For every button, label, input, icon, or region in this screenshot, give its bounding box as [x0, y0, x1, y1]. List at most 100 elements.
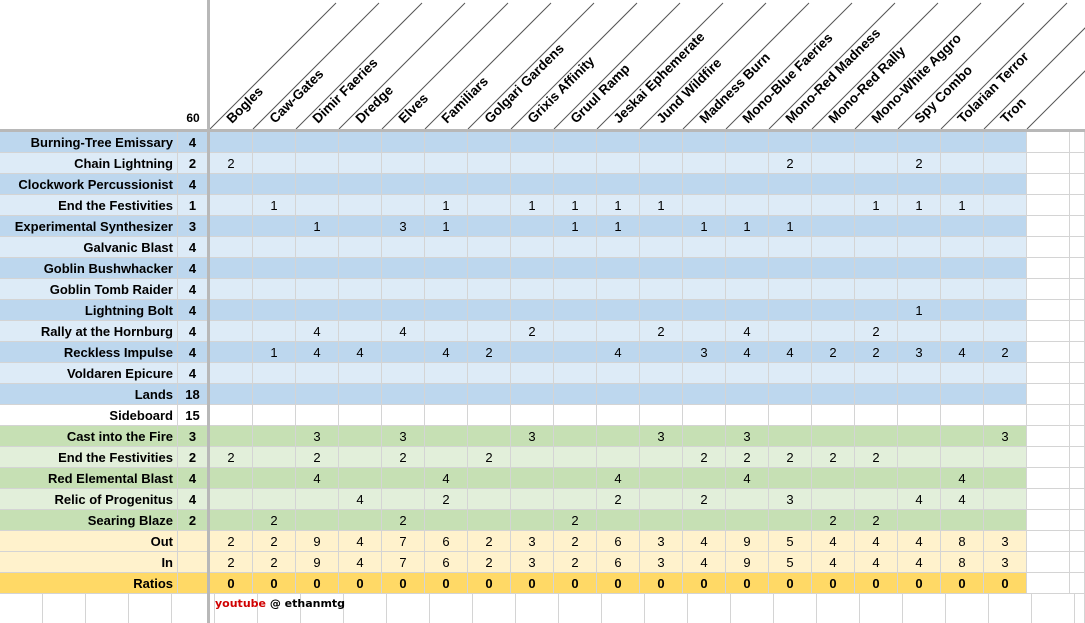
grid-cell[interactable] — [468, 510, 511, 531]
grid-cell[interactable] — [812, 489, 855, 510]
grid-cell[interactable] — [640, 300, 683, 321]
empty-cell[interactable] — [1027, 237, 1070, 258]
grid-cell[interactable] — [597, 363, 640, 384]
grid-cell[interactable] — [726, 363, 769, 384]
grid-cell[interactable]: 4 — [941, 489, 984, 510]
empty-cell[interactable] — [860, 594, 903, 623]
grid-cell[interactable] — [210, 405, 253, 426]
grid-cell[interactable] — [339, 447, 382, 468]
grid-cell[interactable] — [984, 510, 1027, 531]
grid-cell[interactable]: 1 — [554, 195, 597, 216]
grid-cell[interactable]: 2 — [253, 531, 296, 552]
empty-cell[interactable] — [1075, 594, 1085, 623]
grid-cell[interactable] — [855, 132, 898, 153]
grid-cell[interactable]: 1 — [898, 300, 941, 321]
grid-cell[interactable]: 2 — [855, 321, 898, 342]
empty-cell[interactable] — [817, 594, 860, 623]
empty-cell[interactable] — [1070, 216, 1085, 237]
grid-cell[interactable]: 0 — [984, 573, 1027, 594]
grid-cell[interactable] — [855, 174, 898, 195]
grid-cell[interactable] — [468, 216, 511, 237]
grid-cell[interactable] — [468, 426, 511, 447]
grid-cell[interactable] — [339, 195, 382, 216]
grid-cell[interactable] — [554, 174, 597, 195]
grid-cell[interactable] — [554, 426, 597, 447]
grid-cell[interactable] — [339, 258, 382, 279]
grid-cell[interactable] — [425, 321, 468, 342]
grid-cell[interactable] — [898, 405, 941, 426]
row-count[interactable]: 4 — [178, 489, 208, 510]
grid-cell[interactable]: 0 — [468, 573, 511, 594]
grid-cell[interactable] — [941, 384, 984, 405]
grid-cell[interactable]: 3 — [640, 426, 683, 447]
deck-header-elves[interactable]: Elves — [396, 91, 432, 127]
grid-cell[interactable] — [468, 300, 511, 321]
grid-cell[interactable] — [984, 489, 1027, 510]
grid-cell[interactable] — [984, 384, 1027, 405]
grid-cell[interactable] — [339, 510, 382, 531]
grid-cell[interactable] — [511, 132, 554, 153]
grid-cell[interactable] — [984, 237, 1027, 258]
grid-cell[interactable]: 0 — [382, 573, 425, 594]
grid-cell[interactable]: 6 — [425, 531, 468, 552]
grid-cell[interactable] — [597, 153, 640, 174]
grid-cell[interactable] — [468, 279, 511, 300]
empty-cell[interactable] — [301, 594, 344, 623]
grid-cell[interactable]: 2 — [210, 531, 253, 552]
grid-cell[interactable] — [683, 384, 726, 405]
grid-cell[interactable]: 2 — [382, 447, 425, 468]
grid-cell[interactable] — [210, 468, 253, 489]
grid-cell[interactable]: 2 — [855, 510, 898, 531]
empty-cell[interactable] — [1027, 132, 1070, 153]
grid-cell[interactable] — [769, 363, 812, 384]
grid-cell[interactable]: 2 — [296, 447, 339, 468]
grid-cell[interactable]: 3 — [511, 531, 554, 552]
grid-cell[interactable] — [597, 426, 640, 447]
empty-cell[interactable] — [1070, 573, 1085, 594]
grid-cell[interactable] — [812, 384, 855, 405]
grid-cell[interactable]: 3 — [640, 531, 683, 552]
grid-cell[interactable] — [339, 405, 382, 426]
grid-cell[interactable] — [812, 237, 855, 258]
grid-cell[interactable] — [941, 153, 984, 174]
grid-cell[interactable] — [511, 153, 554, 174]
row-count[interactable]: 4 — [178, 258, 208, 279]
grid-cell[interactable] — [812, 195, 855, 216]
grid-cell[interactable]: 4 — [941, 342, 984, 363]
grid-cell[interactable]: 2 — [210, 552, 253, 573]
row-label[interactable]: Galvanic Blast — [0, 237, 178, 258]
grid-cell[interactable] — [855, 363, 898, 384]
grid-cell[interactable] — [941, 237, 984, 258]
grid-cell[interactable] — [597, 174, 640, 195]
grid-cell[interactable] — [769, 237, 812, 258]
grid-cell[interactable]: 0 — [253, 573, 296, 594]
row-label[interactable]: Voldaren Epicure — [0, 363, 178, 384]
grid-cell[interactable]: 3 — [511, 426, 554, 447]
grid-cell[interactable] — [683, 321, 726, 342]
empty-cell[interactable] — [1027, 552, 1070, 573]
grid-cell[interactable] — [511, 174, 554, 195]
grid-cell[interactable]: 9 — [726, 531, 769, 552]
grid-cell[interactable] — [382, 384, 425, 405]
row-count[interactable]: 1 — [178, 195, 208, 216]
grid-cell[interactable] — [511, 447, 554, 468]
grid-cell[interactable] — [726, 510, 769, 531]
grid-cell[interactable]: 0 — [425, 573, 468, 594]
grid-cell[interactable] — [210, 321, 253, 342]
grid-cell[interactable] — [683, 363, 726, 384]
row-label[interactable]: Rally at the Hornburg — [0, 321, 178, 342]
grid-cell[interactable]: 2 — [210, 153, 253, 174]
grid-cell[interactable] — [339, 468, 382, 489]
grid-cell[interactable] — [468, 258, 511, 279]
grid-cell[interactable] — [683, 300, 726, 321]
empty-cell[interactable] — [645, 594, 688, 623]
empty-cell[interactable] — [1027, 384, 1070, 405]
row-count[interactable]: 4 — [178, 342, 208, 363]
grid-cell[interactable] — [554, 300, 597, 321]
deck-header-dredge[interactable]: Dredge — [353, 82, 397, 126]
grid-cell[interactable]: 4 — [597, 342, 640, 363]
grid-cell[interactable]: 3 — [511, 552, 554, 573]
grid-cell[interactable]: 0 — [511, 573, 554, 594]
grid-cell[interactable]: 2 — [210, 447, 253, 468]
grid-cell[interactable] — [468, 237, 511, 258]
